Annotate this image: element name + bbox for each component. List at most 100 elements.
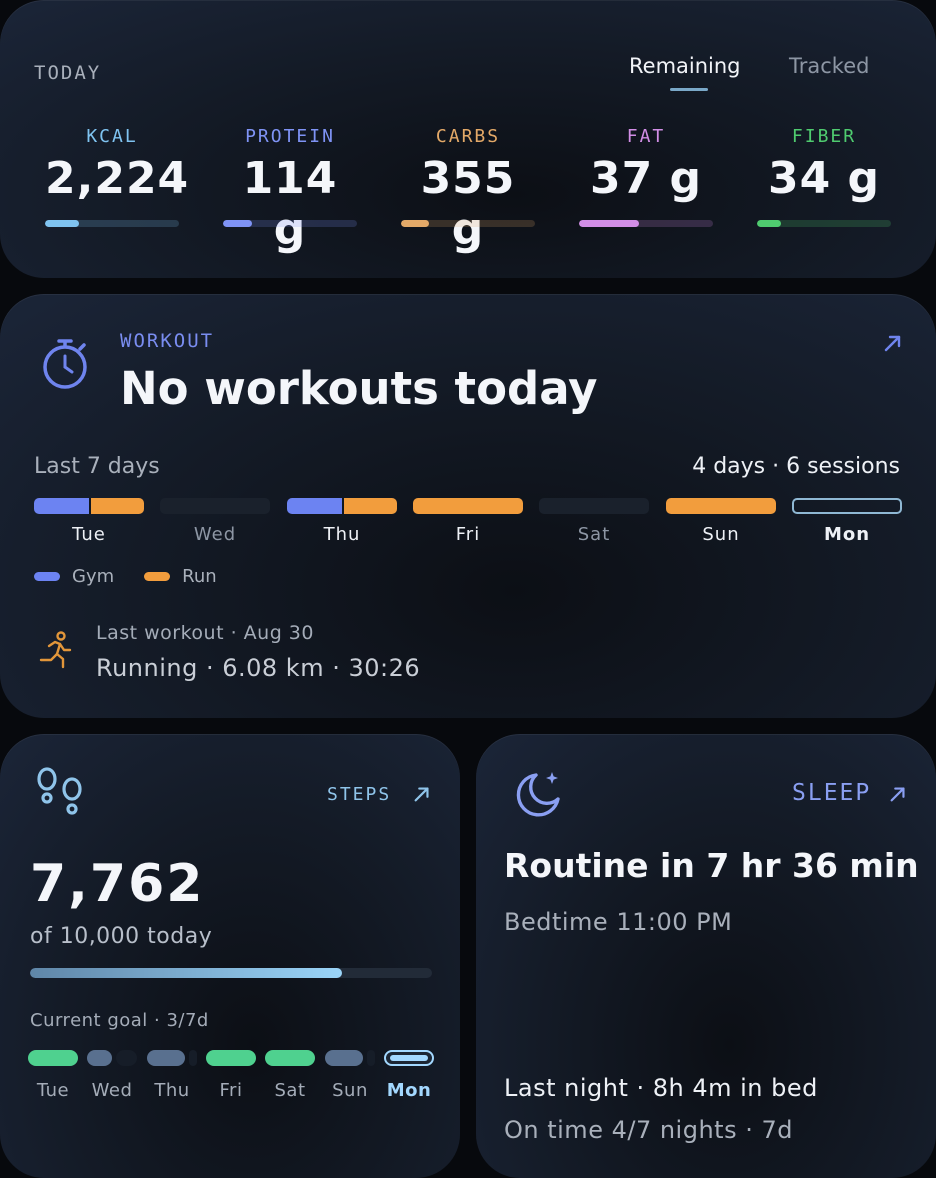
goal-day-label: Sat (274, 1080, 306, 1101)
goal-day-indicator (87, 1050, 137, 1066)
day-activity-bar (34, 498, 144, 514)
tab-tracked[interactable]: Tracked (789, 54, 870, 78)
legend-label-run: Run (182, 566, 217, 587)
day-mon: Mon (792, 498, 902, 545)
goal-streak-label: Current goal · 3/7d (30, 1010, 209, 1031)
legend-item-run: Run (144, 566, 217, 587)
workout-title: No workouts today (120, 362, 598, 415)
macro-value: 114 g (242, 153, 338, 255)
steps-progress-fill (30, 968, 343, 978)
sleep-card[interactable]: SLEEP Routine in 7 hr 36 min Bedtime 11:… (476, 734, 936, 1178)
macro-progress-bar (223, 220, 357, 227)
open-arrow-icon[interactable] (412, 784, 432, 804)
gym-segment (34, 498, 89, 514)
period-label: Last 7 days (34, 454, 160, 479)
day-label: Mon (823, 524, 871, 545)
sleep-label: SLEEP (792, 780, 872, 806)
steps-label: STEPS (327, 784, 392, 805)
day-label: Tue (72, 524, 106, 545)
tab-remaining[interactable]: Remaining (629, 54, 741, 78)
goal-day-label: Tue (36, 1080, 70, 1101)
open-arrow-icon[interactable] (888, 784, 908, 804)
day-activity-bar (287, 498, 397, 514)
goal-day-label: Thu (154, 1080, 190, 1101)
goal-week-strip: Tue Wed Thu Fri Sat Sun Mon (28, 1050, 434, 1110)
segment-divider (342, 498, 344, 514)
macro-progress-fill (45, 220, 79, 227)
activity-legend: Gym Run (34, 566, 217, 587)
macro-label: FIBER (791, 126, 857, 147)
goal-day-wed: Wed (87, 1050, 137, 1101)
legend-label-gym: Gym (72, 566, 115, 587)
segment-divider (89, 498, 91, 514)
sleep-routine-title: Routine in 7 hr 36 min (504, 846, 919, 885)
goal-partial-pill (325, 1050, 363, 1066)
goal-remaining-pill (367, 1050, 375, 1066)
macro-progress-bar (579, 220, 713, 227)
open-arrow-icon[interactable] (882, 332, 904, 354)
footprints-icon (37, 767, 82, 815)
goal-day-indicator (265, 1050, 315, 1066)
macro-kcal: KCAL 2,224 (45, 126, 190, 227)
goal-met-pill (206, 1050, 256, 1066)
workout-summary: 4 days · 6 sessions (692, 454, 900, 479)
macro-value: 2,224 (45, 153, 190, 204)
day-label: Wed (193, 524, 237, 545)
goal-day-indicator (147, 1050, 197, 1066)
last-workout-meta: Last workout · Aug 30 (96, 622, 314, 644)
day-activity-bar (792, 498, 902, 514)
stopwatch-icon (43, 339, 87, 389)
day-label: Sat (577, 524, 611, 545)
goal-day-fri: Fri (206, 1050, 256, 1101)
goal-day-indicator (384, 1050, 434, 1066)
moon-stars-icon (516, 772, 560, 817)
macro-fat: FAT 37 g (579, 126, 713, 227)
run-segment (344, 498, 397, 514)
steps-card[interactable]: STEPS 7,762 of 10,000 today Current goal… (0, 734, 460, 1178)
legend-item-gym: Gym (34, 566, 114, 587)
macro-carbs: CARBS 355 g (401, 126, 535, 255)
nutrition-card: TODAY Remaining Tracked KCAL 2,224 PROTEIN… (0, 0, 936, 278)
legend-swatch-gym (34, 572, 60, 581)
day-label: Thu (323, 524, 361, 545)
goal-remaining-pill (116, 1050, 137, 1066)
goal-day-label: Fri (219, 1080, 243, 1101)
steps-count: 7,762 (30, 854, 205, 914)
steps-progress-bar (30, 968, 432, 978)
day-fri: Fri (413, 498, 523, 545)
goal-day-label: Sun (332, 1080, 368, 1101)
last-night-text: Last night · 8h 4m in bed (504, 1074, 818, 1102)
workout-label: WORKOUT (120, 330, 215, 352)
run-segment (413, 498, 523, 514)
day-sat: Sat (539, 498, 649, 545)
macro-progress-fill (223, 220, 253, 227)
macro-protein: PROTEIN 114 g (223, 126, 357, 255)
day-activity-bar (666, 498, 776, 514)
goal-met-pill (265, 1050, 315, 1066)
gym-segment (287, 498, 342, 514)
running-person-icon (39, 631, 72, 669)
macro-label: FAT (626, 126, 666, 147)
goal-day-sun: Sun (325, 1050, 375, 1101)
macro-value: 355 g (420, 153, 516, 255)
day-label: Fri (455, 524, 481, 545)
macro-progress-fill (401, 220, 430, 227)
macro-progress-bar (757, 220, 891, 227)
steps-goal-text: of 10,000 today (30, 924, 213, 949)
macro-progress-fill (757, 220, 782, 227)
macro-fiber: FIBER 34 g (757, 126, 891, 227)
goal-partial-pill (87, 1050, 112, 1066)
goal-day-indicator (28, 1050, 78, 1066)
nutrition-title: TODAY (34, 62, 102, 84)
goal-day-tue: Tue (28, 1050, 78, 1101)
goal-day-indicator (325, 1050, 375, 1066)
goal-day-mon: Mon (384, 1050, 434, 1101)
bedtime-text: Bedtime 11:00 PM (504, 908, 733, 936)
goal-current-pill (384, 1050, 434, 1066)
day-label: Sun (702, 524, 740, 545)
weekly-activity-bars: Tue Wed Thu Fri Sat Sun Mon (34, 498, 902, 560)
run-segment (666, 498, 776, 514)
workout-card[interactable]: WORKOUT No workouts today Last 7 days 4 … (0, 294, 936, 718)
macro-label: PROTEIN (245, 126, 335, 147)
run-segment (91, 498, 144, 514)
